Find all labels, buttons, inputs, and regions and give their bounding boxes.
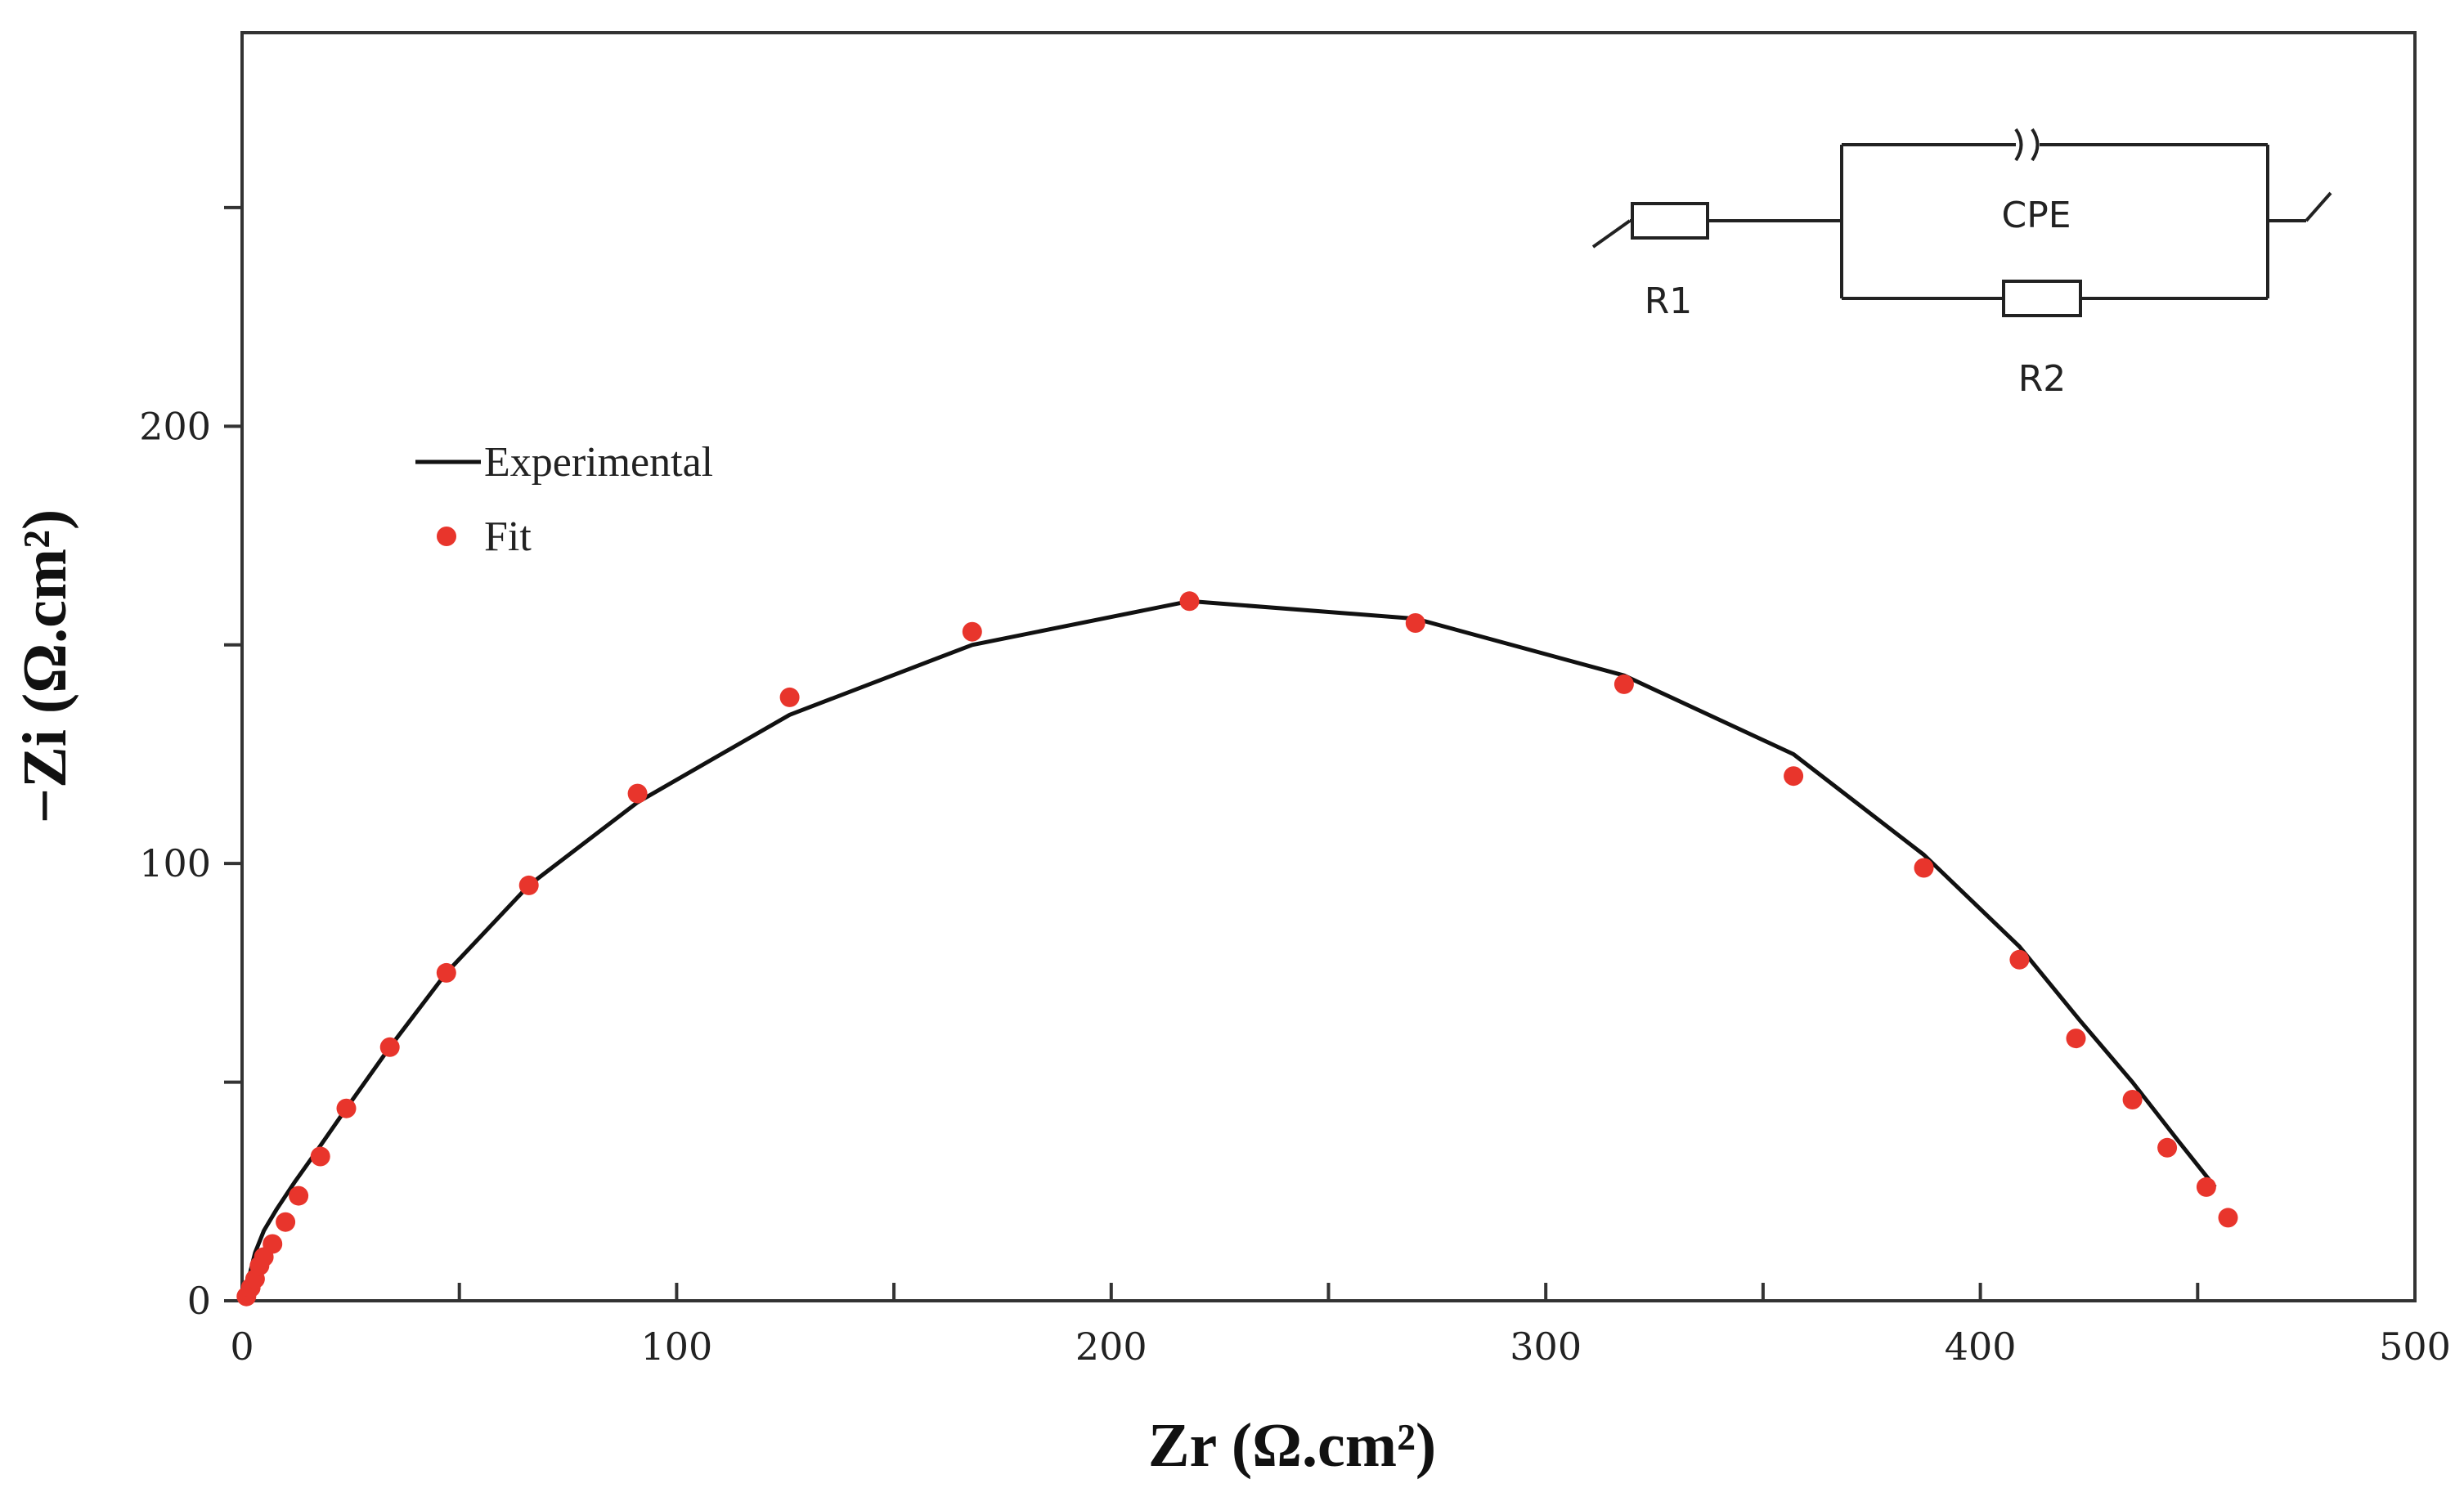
data-point-fit-24 xyxy=(2157,1137,2178,1158)
data-point-fit-14 xyxy=(779,687,800,707)
data-point-fit-17 xyxy=(1405,613,1425,633)
data-point-fit-7 xyxy=(289,1185,309,1206)
y-tick-label-200: 200 xyxy=(139,404,211,448)
cpe-element-right-plate xyxy=(2031,128,2040,162)
axes-layer: 0 100 200 300 400 500 0 100 200 xyxy=(139,31,2451,1369)
y-tick-label-0: 0 xyxy=(187,1279,211,1323)
data-point-fit-16 xyxy=(1179,591,1200,612)
equivalent-circuit xyxy=(1591,128,2332,317)
data-point-fit-6 xyxy=(276,1212,296,1232)
data-point-fit-9 xyxy=(336,1098,357,1118)
legend-label-fit: Fit xyxy=(484,513,532,560)
data-point-fit-23 xyxy=(2122,1090,2143,1109)
data-point-fit-18 xyxy=(1613,674,1634,694)
legend: Experimental Fit xyxy=(415,439,713,560)
x-tick-label-100: 100 xyxy=(640,1324,712,1369)
data-point-fit-13 xyxy=(627,783,648,804)
x-axis-title: Zr (Ω.cm²) xyxy=(1148,1411,1436,1480)
cpe-label: CPE xyxy=(2001,195,2071,236)
data-point-fit-19 xyxy=(1784,766,1804,787)
data-point-fit-26 xyxy=(2218,1208,2238,1228)
data-point-fit-5 xyxy=(263,1234,283,1254)
x-tick-label-400: 400 xyxy=(1945,1324,2017,1369)
data-point-fit-11 xyxy=(436,962,456,983)
x-tick-label-300: 300 xyxy=(1510,1324,1582,1369)
data-point-fit-12 xyxy=(518,875,539,895)
legend-marker-swatch-fit xyxy=(437,527,456,546)
x-tick-label-0: 0 xyxy=(230,1324,254,1369)
data-layer xyxy=(236,591,2238,1307)
x-tick-label-200: 200 xyxy=(1075,1324,1147,1369)
y-axis-title: −Zi (Ω.cm²) xyxy=(11,509,79,823)
data-point-fit-15 xyxy=(962,621,982,642)
y-tick-label-100: 100 xyxy=(139,841,211,885)
circuit-input-lead xyxy=(1591,219,1631,249)
data-point-fit-22 xyxy=(2066,1029,2086,1049)
x-tick-label-500: 500 xyxy=(2379,1324,2451,1369)
data-point-fit-20 xyxy=(1914,858,1934,878)
r1-label: R1 xyxy=(1645,280,1693,322)
circuit-output-lead xyxy=(2305,191,2332,222)
data-point-fit-25 xyxy=(2196,1177,2216,1197)
r2-label: R2 xyxy=(2018,358,2067,400)
data-point-fit-21 xyxy=(2009,949,2030,970)
data-point-fit-8 xyxy=(310,1146,330,1167)
cpe-element-left-plate xyxy=(2014,128,2023,162)
data-point-fit-10 xyxy=(379,1037,400,1057)
legend-label-experimental: Experimental xyxy=(484,439,713,486)
